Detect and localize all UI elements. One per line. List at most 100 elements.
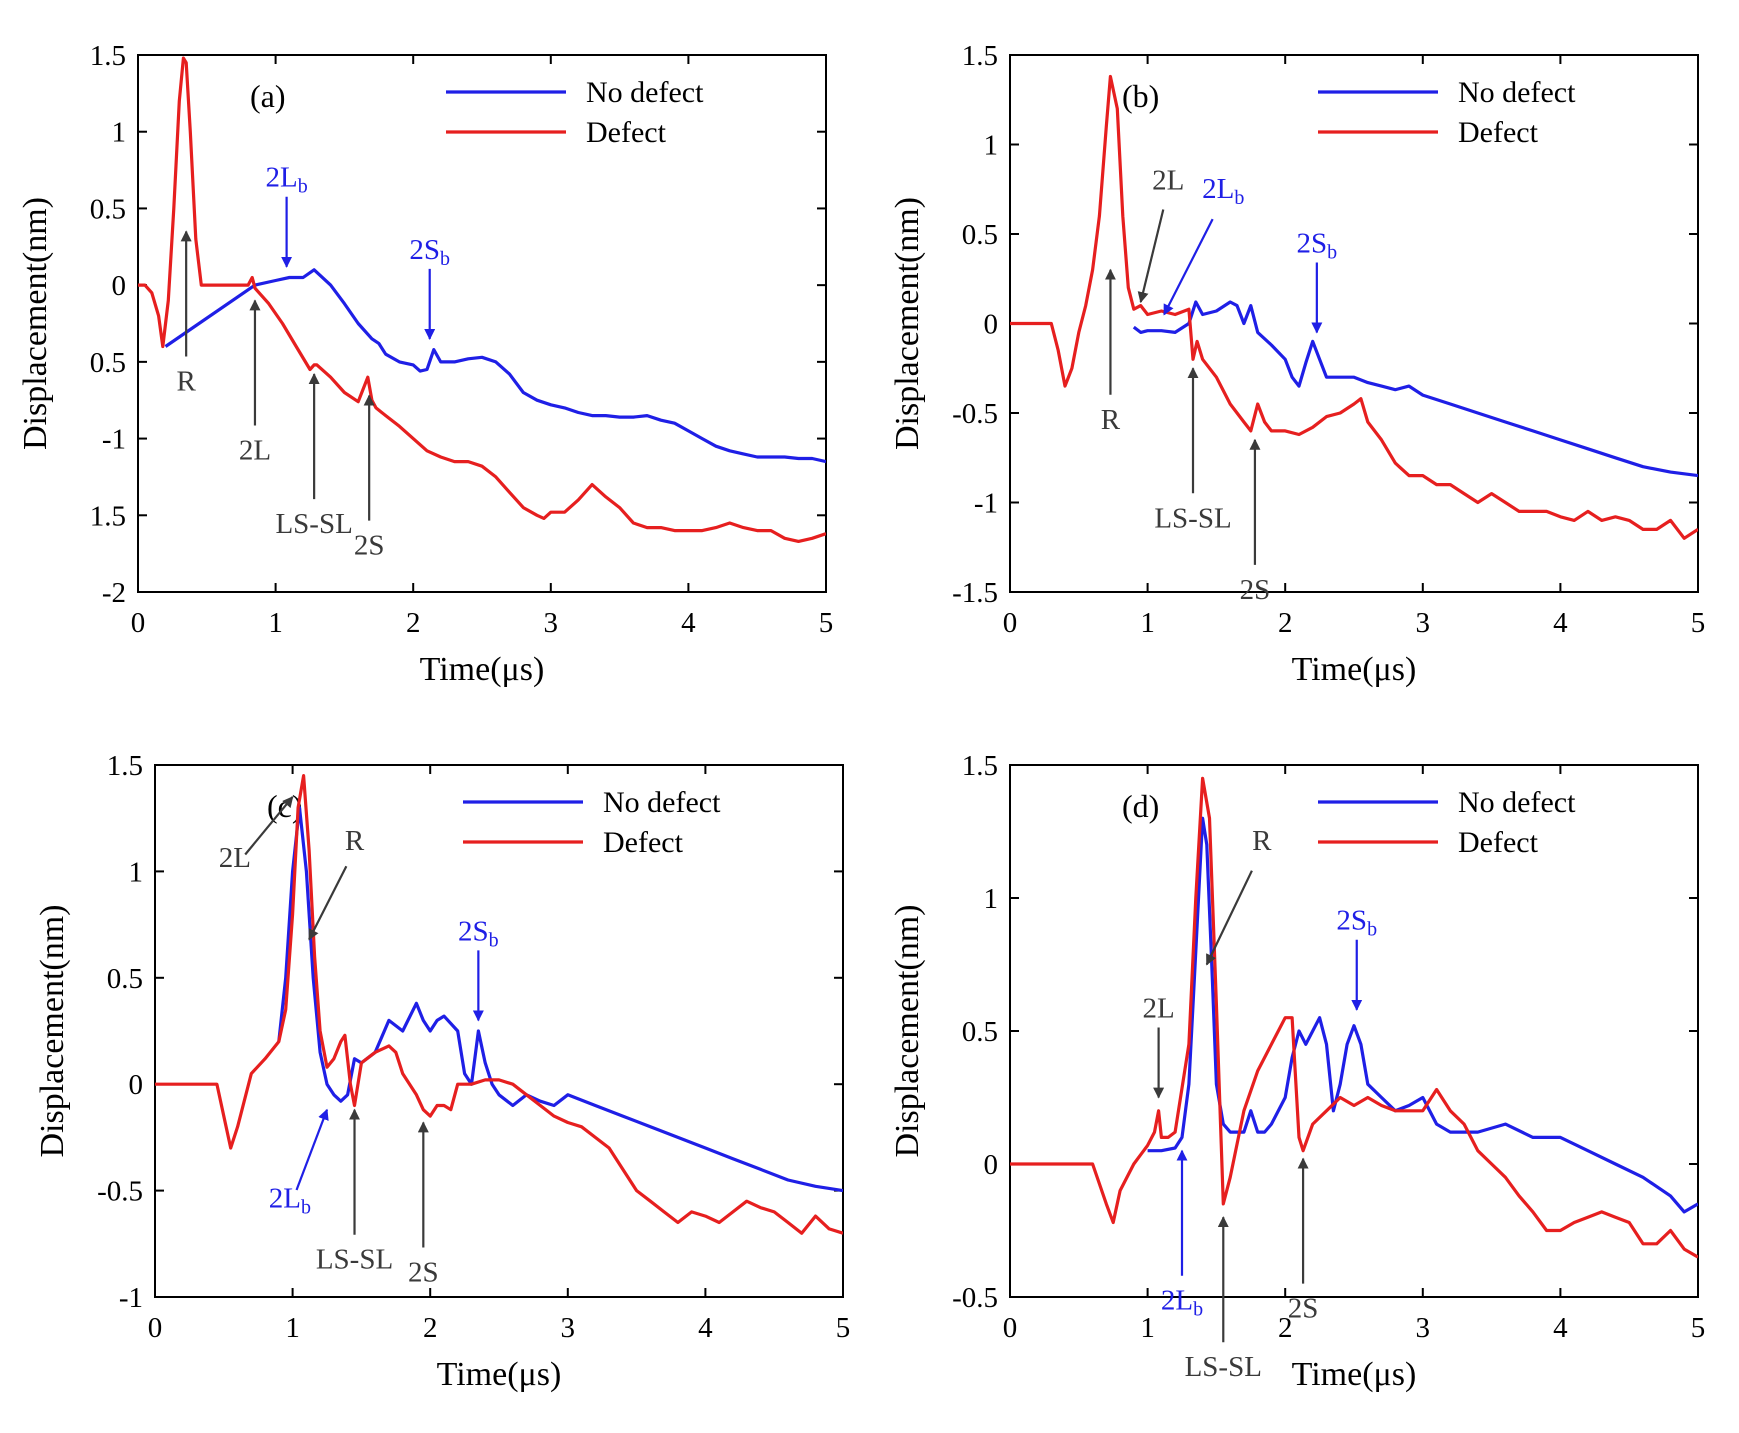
annotation-arrow (1163, 218, 1214, 316)
legend-label-no-defect: No defect (603, 786, 721, 819)
annotation-label: 2Lb (269, 1183, 311, 1219)
x-tick-label: 3 (1416, 607, 1431, 639)
annotation-arrow (295, 1108, 329, 1191)
annotation-label: 2S (408, 1257, 439, 1289)
y-tick-label: 1.5 (107, 750, 143, 782)
annotation-subscript: b (440, 248, 450, 270)
x-tick-label: 3 (1416, 1312, 1431, 1344)
x-tick-label: 4 (1553, 1312, 1568, 1344)
annotation-main: LS-SL (1185, 1351, 1262, 1383)
y-tick-label: -1 (102, 424, 126, 456)
annotation-label: 2Lb (1202, 173, 1244, 209)
annotation-label: 2Sb (409, 234, 450, 270)
x-tick-label: 1 (1140, 607, 1155, 639)
annotation-main: 2S (408, 1257, 439, 1289)
annotation-main: 2S (409, 234, 440, 266)
x-tick-label: 0 (1003, 607, 1018, 639)
annotation-main: 2S (1297, 227, 1328, 259)
annotation-subscript: b (298, 176, 308, 198)
y-tick-label: 0.5 (962, 1016, 998, 1048)
y-tick-label: 1.5 (90, 40, 126, 72)
legend-label-defect: Defect (603, 826, 684, 859)
y-tick-label: 0.5 (90, 193, 126, 225)
annotation-label: 2Sb (1297, 227, 1338, 263)
annotation-subscript: b (1367, 919, 1377, 941)
annotation-main: LS-SL (316, 1244, 393, 1276)
annotation-main: 2L (1142, 993, 1174, 1025)
x-tick-label: 4 (681, 607, 696, 639)
series-line-no-defect (277, 805, 843, 1193)
annotation-label: LS-SL (316, 1244, 393, 1276)
x-axis-label: Time(μs) (1292, 651, 1417, 688)
y-tick-label: 1.5 (962, 750, 998, 782)
annotation-main: 2L (1161, 1285, 1193, 1317)
annotation-main: 2S (354, 530, 385, 562)
x-tick-label: 2 (406, 607, 421, 639)
axes-frame (154, 764, 844, 1298)
legend-label-no-defect: No defect (1458, 76, 1576, 109)
y-tick-label: -1 (974, 488, 998, 520)
y-tick-label: 0 (129, 1069, 144, 1101)
series-line-no-defect (1132, 300, 1698, 478)
chart-panel-1: 0 1 2 3 4 5 -2 1.5 -1 0.5 0 0.5 1 1.5 Time(μs) Displace… (17, 40, 833, 688)
x-axis-label: Time(μs) (420, 651, 545, 688)
chart-panel-2: 0 1 2 3 4 5 -1.5 -1 -0.5 0 0.5 1 1.5 Time(μs) Displace… (889, 40, 1705, 688)
y-tick-label: 1 (129, 856, 144, 888)
x-tick-label: 3 (544, 607, 559, 639)
y-tick-label: 1 (984, 883, 999, 915)
annotation-main: LS-SL (275, 508, 352, 540)
legend-label-no-defect: No defect (586, 76, 704, 109)
y-tick-label: -0.5 (97, 1176, 143, 1208)
annotation-label: LS-SL (1154, 502, 1231, 534)
x-tick-label: 5 (1691, 1312, 1706, 1344)
axes-frame (1009, 54, 1699, 593)
y-tick-label: 0.5 (962, 219, 998, 251)
y-tick-label: 1 (984, 130, 999, 162)
annotation-label: LS-SL (1185, 1351, 1262, 1383)
legend-label-defect: Defect (586, 116, 667, 149)
annotation-main: LS-SL (1154, 502, 1231, 534)
y-axis-label: Displacement(nm) (889, 904, 926, 1157)
annotation-main: 2L (1152, 164, 1184, 196)
annotation-label: 2L (239, 434, 271, 466)
y-tick-label: -0.5 (952, 398, 998, 430)
y-tick-label: -1 (119, 1282, 143, 1314)
x-tick-label: 5 (836, 1312, 851, 1344)
annotation-label: 2L (1152, 164, 1184, 196)
axes-frame (137, 54, 827, 593)
y-tick-label: -1.5 (952, 577, 998, 609)
annotation-arrow (244, 796, 294, 856)
series-line-defect (155, 773, 843, 1235)
annotation-label: 2Lb (265, 162, 307, 198)
x-tick-label: 4 (698, 1312, 713, 1344)
x-tick-label: 0 (1003, 1312, 1018, 1344)
y-tick-label: 0.5 (107, 963, 143, 995)
annotation-label: 2Sb (458, 915, 499, 951)
y-tick-label: -2 (102, 577, 126, 609)
annotation-main: R (345, 825, 365, 857)
y-axis-label: Displacement(nm) (889, 197, 926, 450)
x-tick-label: 4 (1553, 607, 1568, 639)
panel-tag: (a) (250, 78, 286, 114)
series-line-no-defect (1147, 816, 1698, 1214)
series-line-defect (1010, 74, 1698, 540)
y-tick-label: -0.5 (952, 1282, 998, 1314)
y-tick-label: 0 (112, 270, 127, 302)
x-tick-label: 3 (561, 1312, 576, 1344)
x-tick-label: 1 (285, 1312, 300, 1344)
series-line-no-defect (164, 268, 826, 464)
annotation-main: 2L (265, 162, 297, 194)
annotation-main: 2S (458, 915, 489, 947)
annotation-main: R (1252, 825, 1272, 857)
annotation-main: 2L (219, 842, 251, 874)
x-tick-label: 1 (1140, 1312, 1155, 1344)
annotation-label: 2Sb (1336, 905, 1377, 941)
annotation-main: 2S (1288, 1293, 1319, 1325)
x-tick-label: 0 (131, 607, 146, 639)
annotation-label: R (345, 825, 365, 857)
annotation-label: R (176, 365, 196, 397)
annotation-arrow (1205, 870, 1253, 966)
annotation-label: 2L (219, 842, 251, 874)
x-tick-label: 5 (1691, 607, 1706, 639)
y-tick-label: 0.5 (90, 347, 126, 379)
